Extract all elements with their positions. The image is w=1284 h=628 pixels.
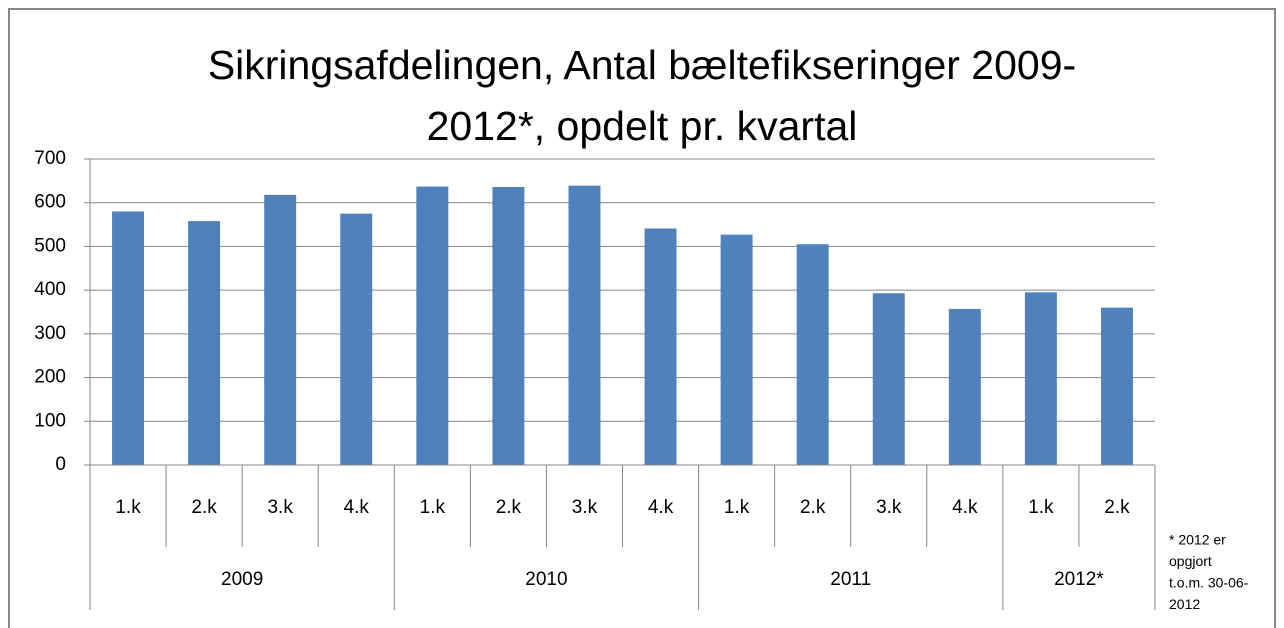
bar (644, 228, 677, 465)
y-tick-label: 200 (34, 367, 66, 388)
y-tick-label: 600 (34, 192, 66, 213)
y-tick-label: 500 (34, 235, 66, 256)
bar (872, 293, 905, 465)
annotation: t.o.m. 30-06- (1169, 575, 1249, 591)
bar (1024, 292, 1057, 465)
x-tick-label: 2.k (800, 497, 826, 518)
x-tick-label: 1.k (1028, 497, 1054, 518)
chart-title: Sikringsafdelingen, Antal bæltefiksering… (208, 42, 1076, 88)
annotation: 2012 (1169, 596, 1200, 612)
x-tick-label: 3.k (267, 497, 293, 518)
bar (264, 194, 297, 466)
x-tick-label: 1.k (724, 497, 750, 518)
bar (492, 186, 525, 465)
bar (340, 213, 373, 465)
bar (112, 211, 145, 465)
annotation: opgjort (1169, 553, 1212, 569)
group-label: 2012* (1054, 569, 1104, 590)
x-tick-label: 3.k (572, 497, 598, 518)
chart-title: 2012*, opdelt pr. kvartal (427, 103, 858, 149)
bar (720, 234, 753, 465)
x-tick-label: 4.k (344, 497, 370, 518)
bar (796, 244, 829, 465)
x-tick-label: 2.k (1104, 497, 1130, 518)
x-tick-label: 2.k (191, 497, 217, 518)
x-tick-label: 1.k (420, 497, 446, 518)
bar (416, 186, 449, 466)
bar (568, 185, 601, 465)
bar (948, 308, 981, 465)
y-tick-label: 100 (34, 410, 66, 431)
bar (1100, 307, 1133, 465)
annotation: * 2012 er (1169, 532, 1226, 548)
x-tick-label: 4.k (648, 497, 674, 518)
x-tick-label: 4.k (952, 497, 978, 518)
y-tick-label: 700 (34, 148, 66, 169)
y-tick-label: 0 (55, 454, 66, 475)
y-tick-label: 300 (34, 323, 66, 344)
group-label: 2009 (221, 569, 263, 590)
bar (188, 221, 221, 465)
y-tick-label: 400 (34, 279, 66, 300)
chart-frame (8, 8, 1276, 628)
x-tick-label: 1.k (115, 497, 141, 518)
x-tick-label: 3.k (876, 497, 902, 518)
group-label: 2010 (525, 569, 567, 590)
x-tick-label: 2.k (496, 497, 522, 518)
group-label: 2011 (830, 569, 871, 590)
